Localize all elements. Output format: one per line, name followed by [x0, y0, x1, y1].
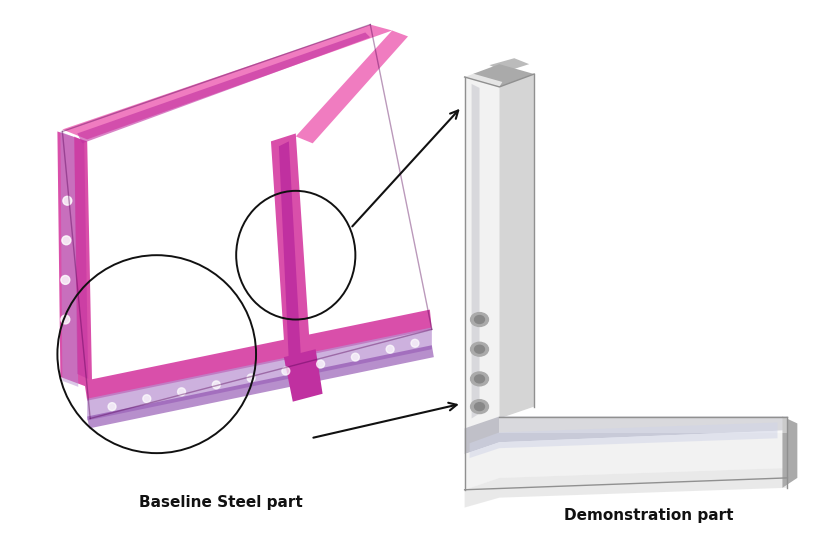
- Polygon shape: [465, 416, 788, 454]
- Circle shape: [108, 403, 116, 410]
- Polygon shape: [57, 131, 92, 389]
- Circle shape: [62, 236, 71, 245]
- Ellipse shape: [470, 313, 488, 326]
- Polygon shape: [88, 328, 432, 421]
- Polygon shape: [465, 72, 502, 87]
- Polygon shape: [470, 422, 777, 458]
- Polygon shape: [465, 468, 788, 507]
- Polygon shape: [783, 416, 798, 488]
- Circle shape: [178, 388, 186, 396]
- Circle shape: [352, 353, 359, 361]
- Polygon shape: [465, 77, 499, 428]
- Circle shape: [63, 196, 72, 205]
- Circle shape: [61, 315, 70, 324]
- Ellipse shape: [474, 375, 484, 383]
- Polygon shape: [489, 58, 529, 72]
- Polygon shape: [61, 131, 79, 387]
- Circle shape: [143, 395, 151, 403]
- Ellipse shape: [474, 345, 484, 353]
- Text: Baseline Steel part: Baseline Steel part: [139, 495, 303, 510]
- Polygon shape: [62, 25, 392, 140]
- Polygon shape: [271, 134, 311, 369]
- Circle shape: [61, 275, 70, 284]
- Polygon shape: [465, 431, 788, 490]
- Polygon shape: [465, 64, 534, 87]
- Polygon shape: [284, 349, 322, 402]
- Circle shape: [386, 345, 394, 353]
- Ellipse shape: [474, 316, 484, 324]
- Polygon shape: [471, 84, 479, 419]
- Circle shape: [247, 374, 255, 382]
- Polygon shape: [77, 33, 371, 143]
- Circle shape: [317, 360, 325, 368]
- Ellipse shape: [470, 372, 488, 386]
- Polygon shape: [88, 345, 434, 428]
- Ellipse shape: [470, 342, 488, 356]
- Circle shape: [411, 340, 419, 347]
- Ellipse shape: [470, 399, 488, 414]
- Polygon shape: [499, 74, 534, 419]
- Polygon shape: [296, 31, 408, 143]
- Polygon shape: [84, 310, 432, 401]
- Circle shape: [282, 367, 290, 375]
- Ellipse shape: [474, 403, 484, 410]
- Polygon shape: [74, 136, 88, 379]
- Circle shape: [213, 381, 220, 389]
- Polygon shape: [499, 419, 788, 433]
- Text: Demonstration part: Demonstration part: [564, 508, 733, 523]
- Polygon shape: [279, 141, 301, 361]
